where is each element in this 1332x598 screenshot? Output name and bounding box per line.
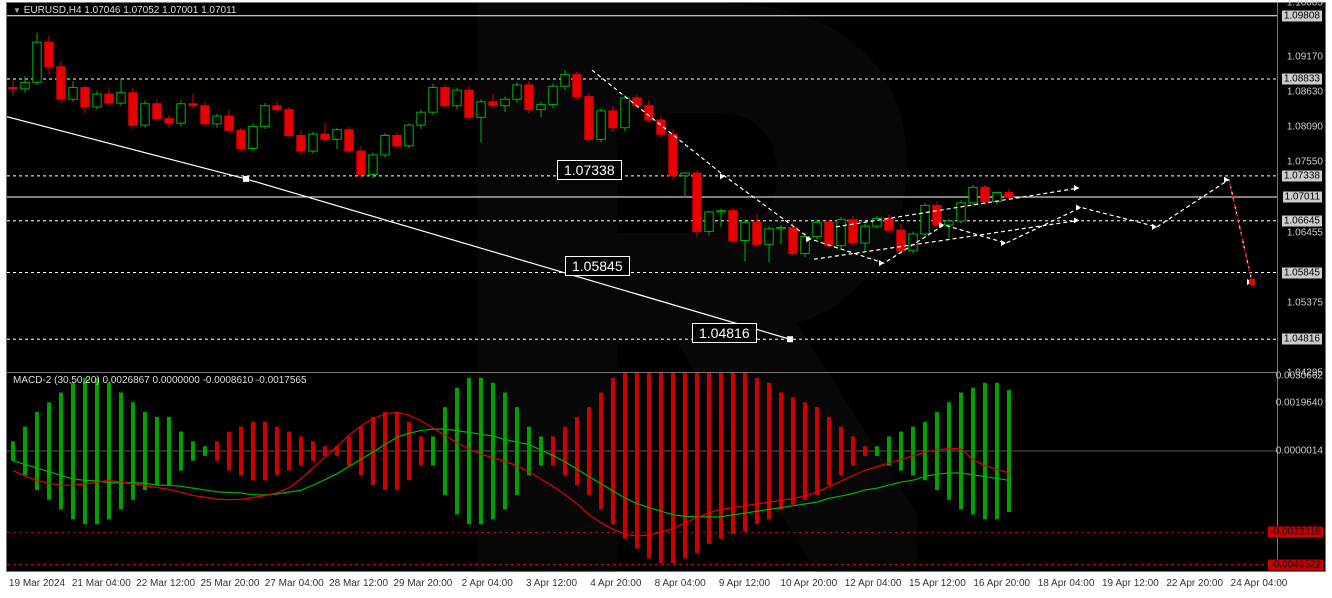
- y-axis-price-label: 1.05375: [1287, 298, 1323, 309]
- price-annotation: 1.04816: [692, 323, 757, 343]
- chart-container: ▼ EURUSD,H4 1.07046 1.07052 1.07001 1.07…: [6, 2, 1326, 572]
- y-axis: 1.100051.09808 1.09170 1.08833 1.08630 1.080…: [1277, 3, 1325, 571]
- symbol-title: ▼ EURUSD,H4 1.07046 1.07052 1.07001 1.07…: [13, 5, 236, 16]
- y-axis-macd-label: 0.0000014: [1276, 446, 1323, 457]
- x-axis-label: 3 Apr 12:00: [526, 578, 577, 589]
- x-axis-label: 21 Mar 04:00: [72, 578, 131, 589]
- x-axis-label: 2 Apr 04:00: [462, 578, 513, 589]
- x-axis-label: 28 Mar 12:00: [329, 578, 388, 589]
- y-axis-price-label: 1.07011: [1282, 191, 1323, 204]
- x-axis-label: 16 Apr 20:00: [973, 578, 1030, 589]
- x-axis-label: 19 Mar 2024: [9, 578, 65, 589]
- y-axis-price-label: 1.06645: [1281, 214, 1323, 227]
- x-axis: 19 Mar 2024 21 Mar 04:00 22 Mar 12:00 25 Ma…: [6, 572, 1278, 596]
- price-panel[interactable]: ▼ EURUSD,H4 1.07046 1.07052 1.07001 1.07…: [7, 3, 1279, 373]
- y-axis-price-label: 1.06455: [1287, 228, 1323, 239]
- y-axis-price-label: 1.04816: [1281, 333, 1323, 346]
- y-axis-macd-label: 0.0019640: [1276, 398, 1323, 409]
- y-axis-macd-label: 0.0030662: [1276, 371, 1323, 382]
- x-axis-label: 8 Apr 04:00: [655, 578, 706, 589]
- price-annotation: 1.05845: [565, 256, 630, 276]
- x-axis-label: 22 Apr 20:00: [1166, 578, 1223, 589]
- y-axis-price-label: 1.07338: [1281, 169, 1323, 182]
- y-axis-price-label: 1.07550: [1287, 157, 1323, 168]
- macd-title: MACD-2 (30,50,20) 0.0026867 0.0000000 -0…: [13, 375, 307, 386]
- macd-panel[interactable]: MACD-2 (30,50,20) 0.0026867 0.0000000 -0…: [7, 373, 1279, 573]
- x-axis-label: 29 Mar 20:00: [393, 578, 452, 589]
- x-axis-label: 4 Apr 20:00: [590, 578, 641, 589]
- price-chart-svg: [7, 3, 1279, 373]
- y-axis-price-label: 1.08630: [1287, 87, 1323, 98]
- x-axis-label: 25 Mar 20:00: [200, 578, 259, 589]
- x-axis-label: 22 Mar 12:00: [136, 578, 195, 589]
- x-axis-label: 27 Mar 04:00: [265, 578, 324, 589]
- y-axis-price-label: 1.08090: [1287, 122, 1323, 133]
- y-axis-price-label: 1.09808: [1281, 9, 1323, 22]
- y-axis-price-label: 1.08833: [1281, 72, 1323, 85]
- y-axis-price-label: 1.10005: [1287, 0, 1323, 9]
- x-axis-label: 24 Apr 04:00: [1231, 578, 1288, 589]
- y-axis-macd-label: -0.0033319: [1268, 527, 1323, 538]
- macd-chart-svg: [7, 373, 1279, 573]
- y-axis-macd-label: -0.0046522: [1268, 559, 1323, 570]
- x-axis-label: 18 Apr 04:00: [1038, 578, 1095, 589]
- y-axis-price-label: 1.09170: [1287, 52, 1323, 63]
- x-axis-label: 9 Apr 12:00: [719, 578, 770, 589]
- x-axis-label: 12 Apr 04:00: [845, 578, 902, 589]
- price-annotation: 1.07338: [557, 160, 622, 180]
- x-axis-label: 10 Apr 20:00: [780, 578, 837, 589]
- y-axis-price-label: 1.05845: [1281, 266, 1323, 279]
- x-axis-label: 15 Apr 12:00: [909, 578, 966, 589]
- x-axis-label: 19 Apr 12:00: [1102, 578, 1159, 589]
